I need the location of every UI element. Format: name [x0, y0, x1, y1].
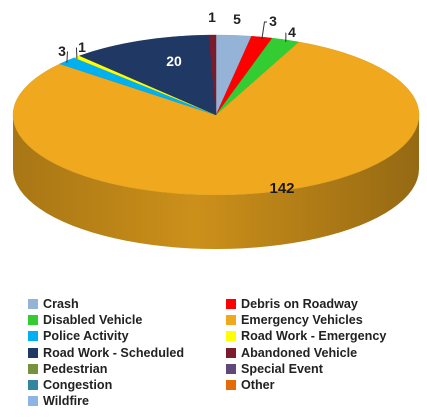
leader-police-activity: [66, 51, 68, 63]
data-label-road-work-emergency: 1: [78, 39, 86, 55]
data-label-crash: 5: [233, 11, 241, 27]
legend-swatch: [28, 380, 38, 391]
legend-item-debris-on-roadway: Debris on Roadway: [226, 297, 426, 311]
legend-swatch: [226, 380, 236, 391]
legend-swatch: [28, 363, 38, 374]
legend-swatch: [28, 331, 38, 342]
legend-label: Wildfire: [43, 394, 90, 409]
data-label-road-work-scheduled: 20: [166, 53, 182, 69]
legend-item-emergency-vehicles: Emergency Vehicles: [226, 313, 426, 327]
legend-swatch: [28, 396, 38, 407]
legend-swatch: [226, 331, 236, 342]
legend-row: Road Work - Scheduled Abandoned Vehicle: [28, 345, 427, 361]
data-label-emergency-vehicles: 142: [269, 180, 294, 197]
legend-item-other: Other: [226, 378, 426, 392]
legend-row: Disabled Vehicle Emergency Vehicles: [28, 312, 427, 328]
leader-road-work-emergency: [75, 47, 78, 59]
legend-label: Road Work - Emergency: [241, 329, 387, 344]
data-label-abandoned-vehicle: 1: [208, 9, 216, 25]
slice-abandoned-vehicle: [208, 34, 217, 116]
pie-depth: [13, 115, 419, 249]
legend-row: Crash Debris on Roadway: [28, 296, 427, 312]
legend-item-wildfire: Wildfire: [28, 394, 226, 408]
legend-item-disabled-vehicle: Disabled Vehicle: [28, 313, 226, 327]
legend-swatch: [226, 315, 236, 326]
legend-swatch: [226, 347, 236, 358]
legend-row: Wildfire: [28, 393, 427, 409]
legend-swatch: [28, 347, 38, 358]
legend-label: Debris on Roadway: [241, 297, 358, 312]
legend-item-congestion: Congestion: [28, 378, 226, 392]
legend-swatch: [226, 363, 236, 374]
legend-item-special-event: Special Event: [226, 362, 426, 376]
legend-swatch: [28, 299, 38, 310]
legend-label: Other: [241, 378, 275, 393]
legend-item-pedestrian: Pedestrian: [28, 362, 226, 376]
legend-label: Police Activity: [43, 329, 129, 344]
legend-row: Pedestrian Special Event: [28, 361, 427, 377]
legend-swatch: [226, 299, 236, 310]
legend-item-road-work-scheduled: Road Work - Scheduled: [28, 346, 226, 360]
legend-label: Congestion: [43, 378, 113, 393]
legend-swatch: [28, 315, 38, 326]
slice-emergency-vehicles: [12, 41, 420, 196]
legend-item-crash: Crash: [28, 297, 226, 311]
leader-debris-on-roadway: [261, 21, 267, 40]
legend-row: Police Activity Road Work - Emergency: [28, 328, 427, 344]
legend-label: Pedestrian: [43, 361, 108, 376]
pie-top: [12, 34, 420, 196]
data-label-disabled-vehicle: 4: [288, 24, 296, 40]
legend-label: Disabled Vehicle: [43, 313, 143, 328]
legend-label: Road Work - Scheduled: [43, 345, 185, 360]
data-label-debris-on-roadway: 3: [269, 13, 277, 29]
legend-label: Emergency Vehicles: [241, 313, 363, 328]
legend-label: Special Event: [241, 361, 323, 376]
leader-lines: [66, 21, 287, 63]
legend-item-abandoned-vehicle: Abandoned Vehicle: [226, 346, 426, 360]
legend-item-police-activity: Police Activity: [28, 329, 226, 343]
slice-road-work-scheduled: [79, 34, 217, 116]
legend-row: Congestion Other: [28, 377, 427, 393]
legend: Crash Debris on Roadway Disabled Vehicle Em…: [28, 296, 427, 409]
legend-label: Crash: [43, 297, 79, 312]
slice-side-emergency-vehicles: [13, 115, 419, 249]
data-label-police-activity: 3: [58, 43, 66, 59]
legend-item-road-work-emergency: Road Work - Emergency: [226, 329, 426, 343]
legend-label: Abandoned Vehicle: [241, 345, 358, 360]
